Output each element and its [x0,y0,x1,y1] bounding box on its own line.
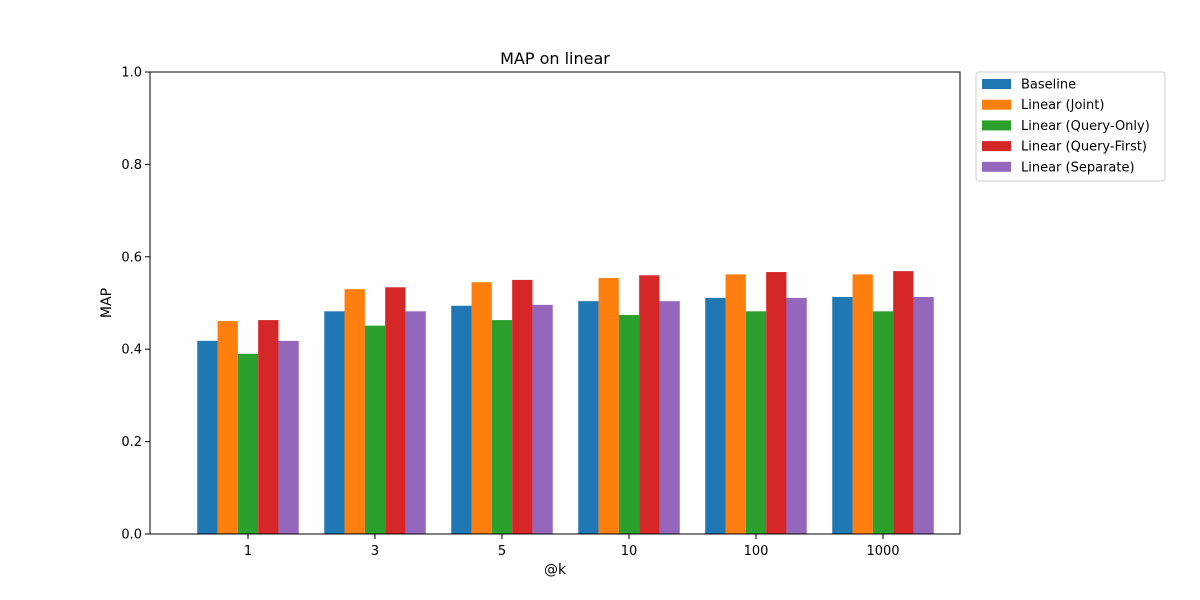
bar [278,340,299,534]
legend-swatch [982,141,1011,152]
legend-swatch [982,120,1011,131]
legend-swatch [982,161,1011,172]
legend-label: Baseline [1021,78,1076,93]
bar [705,297,726,534]
chart-title: MAP on linear [500,49,610,68]
bar [258,320,279,534]
bar [385,287,406,534]
bar [578,301,599,534]
bar [913,296,934,534]
y-tick-label: 1.0 [121,66,142,81]
bar [512,279,533,534]
bar [217,321,238,534]
bar [766,272,787,534]
x-tick-label: 10 [621,544,638,559]
legend-box [975,71,1166,182]
axes: 0.0 0.2 0.4 0.6 0.8 1.0 1 3 5 10 100 1000 [121,66,899,560]
legend: Baseline Linear (Joint) Linear (Query-Only… [975,71,1166,182]
x-tick-label: 100 [744,544,769,559]
bar [745,311,767,534]
bar [405,311,426,534]
bar [471,282,492,534]
x-axis-label: @k [544,562,567,578]
x-tick-label: 5 [498,544,506,559]
bar [598,278,619,534]
bar [852,274,873,534]
plot-area [197,271,934,534]
bar [197,340,218,534]
y-tick-label: 0.4 [121,343,142,358]
bar [725,274,746,534]
bar [364,325,386,534]
bar [237,353,259,534]
legend-label: Linear (Query-First) [1021,140,1147,155]
y-tick-label: 0.0 [121,528,142,543]
bar [832,296,853,534]
legend-swatch [982,79,1011,89]
bar [872,311,894,534]
y-axis-label: MAP [99,288,115,318]
y-tick-label: 0.6 [121,250,142,265]
bar [491,320,513,534]
legend-swatch [982,99,1011,110]
legend-label: Linear (Joint) [1021,98,1104,113]
bar [618,315,640,534]
x-tick-label: 1 [244,544,252,559]
bar [786,297,807,534]
bar [451,305,472,534]
bar [324,311,345,534]
bar [639,275,660,534]
legend-label: Linear (Separate) [1021,160,1135,175]
bar [532,304,553,534]
x-tick-label: 1000 [866,544,899,559]
x-tick-label: 3 [371,544,379,559]
bar [893,271,914,534]
y-tick-label: 0.2 [121,435,142,450]
plot-frame [149,71,961,535]
y-tick-label: 0.8 [121,158,142,173]
legend-label: Linear (Query-Only) [1021,119,1150,134]
bar [659,301,680,534]
bar [344,289,365,534]
